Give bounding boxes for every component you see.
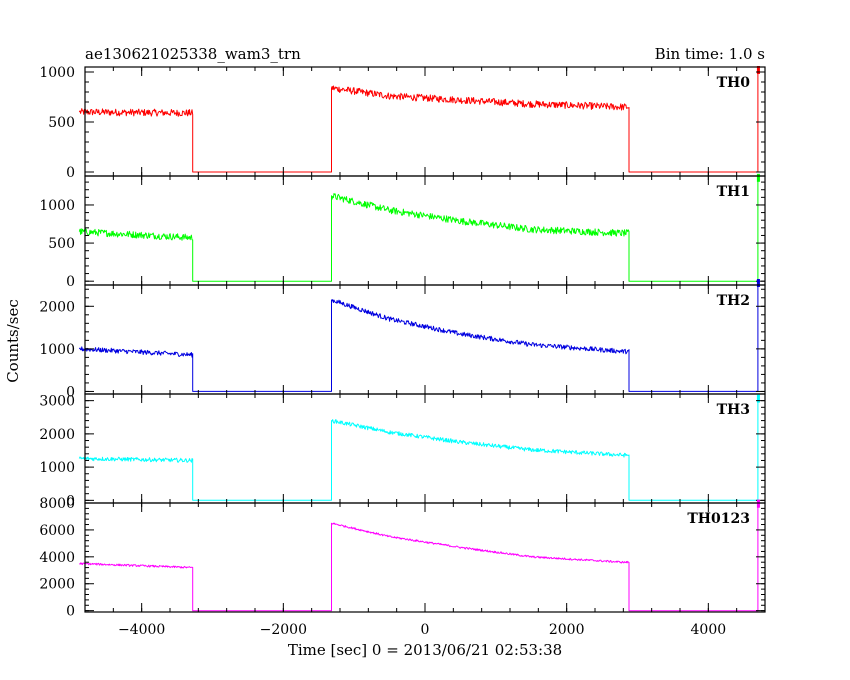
y-tick-label: 2000 xyxy=(39,577,75,593)
panel-frame-th2 xyxy=(84,284,766,395)
y-tick-label: 0 xyxy=(66,274,75,290)
y-tick-label: 1000 xyxy=(39,460,75,476)
panel-label-th0123: TH0123 xyxy=(687,511,750,527)
y-tick-label: 2000 xyxy=(39,427,75,443)
panel-frame-th0123 xyxy=(84,502,766,613)
series-line-th0123 xyxy=(79,505,759,612)
panel-label-th0: TH0 xyxy=(717,75,751,91)
y-tick-label: 1000 xyxy=(39,65,75,81)
x-tick-label: 4000 xyxy=(691,622,727,638)
series-line-th0 xyxy=(78,72,759,173)
y-tick-label: 3000 xyxy=(39,394,75,410)
y-tick-label: 4000 xyxy=(39,550,75,566)
panel-frame-th0 xyxy=(84,66,766,177)
y-tick-label: 1000 xyxy=(39,342,75,358)
y-tick-label: 2000 xyxy=(39,299,75,315)
x-tick-label: 0 xyxy=(421,622,430,638)
series-end-marker-th3 xyxy=(756,394,760,403)
x-tick-label: 2000 xyxy=(549,622,585,638)
y-tick-label: 0 xyxy=(66,165,75,181)
series-line-th3 xyxy=(78,400,759,501)
y-tick-label: 1000 xyxy=(39,198,75,214)
series-end-marker-th0123 xyxy=(756,499,760,508)
y-tick-label: 0 xyxy=(66,493,75,509)
y-axis-label: Counts/sec xyxy=(4,299,22,383)
y-tick-label: 500 xyxy=(48,236,75,252)
panels: 0 500 1000 TH0 0 500 1000 TH1 0 1000 2000 TH2 0 1000 2… xyxy=(39,65,766,638)
series-end-marker-th1 xyxy=(756,173,760,182)
y-tick-label: 8000 xyxy=(39,496,75,512)
series-end-marker-th2 xyxy=(756,279,760,287)
chart-title: ae130621025338_wam3_trn xyxy=(85,45,301,63)
panel-frame-th1 xyxy=(84,175,766,286)
panel-frame-th3 xyxy=(84,393,766,504)
series-end-marker-th0 xyxy=(756,66,760,74)
y-tick-label: 0 xyxy=(66,604,75,620)
x-tick-label: −2000 xyxy=(260,622,307,638)
y-tick-label: 0 xyxy=(66,384,75,400)
series-line-th1 xyxy=(78,179,759,282)
bin-time-label: Bin time: 1.0 s xyxy=(655,45,765,63)
series-line-th2 xyxy=(78,285,759,392)
x-axis-label: Time [sec] 0 = 2013/06/21 02:53:38 xyxy=(288,641,562,659)
panel-label-th3: TH3 xyxy=(717,402,750,418)
panel-label-th1: TH1 xyxy=(717,184,750,200)
x-tick-label: −4000 xyxy=(118,622,165,638)
panel-label-th2: TH2 xyxy=(717,293,750,309)
y-tick-label: 6000 xyxy=(39,523,75,539)
y-tick-label: 500 xyxy=(48,115,75,131)
